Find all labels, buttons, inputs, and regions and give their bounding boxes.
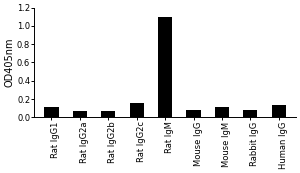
Bar <box>44 107 58 117</box>
Bar <box>130 103 144 117</box>
Y-axis label: OD405nm: OD405nm <box>4 38 14 87</box>
Bar <box>186 110 201 117</box>
Bar <box>101 111 116 117</box>
Bar <box>158 17 172 117</box>
Bar <box>73 111 87 117</box>
Bar <box>243 110 257 117</box>
Bar <box>272 105 286 117</box>
Bar <box>215 107 229 117</box>
